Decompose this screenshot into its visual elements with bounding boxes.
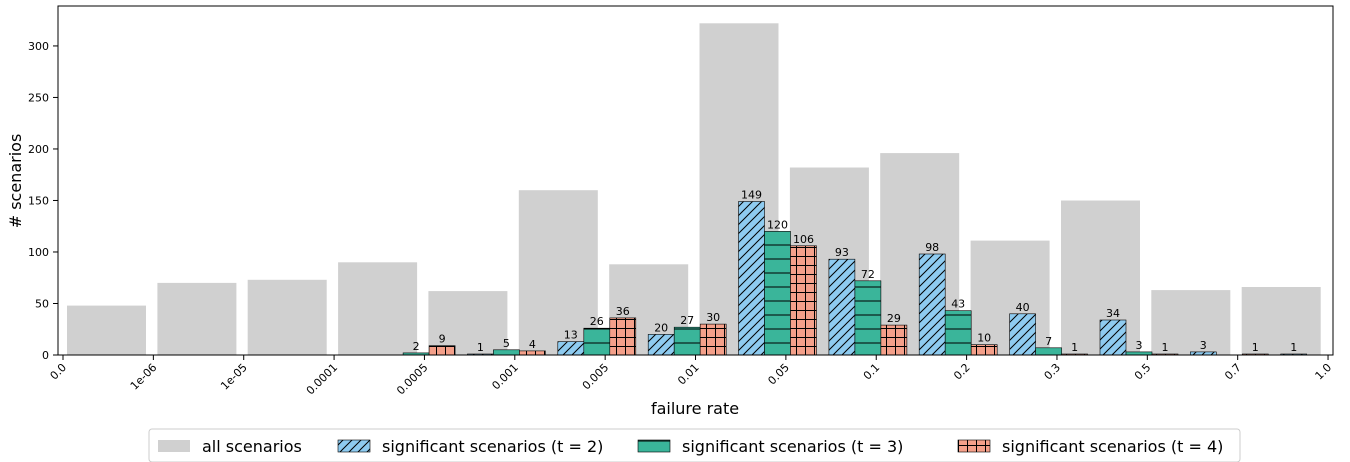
bar-all-scenarios bbox=[247, 279, 327, 355]
data-label: 27 bbox=[680, 314, 694, 327]
legend-frame bbox=[148, 428, 1241, 462]
data-label: 43 bbox=[951, 298, 965, 311]
data-label: 93 bbox=[835, 246, 849, 259]
bar-significant-t4 bbox=[699, 323, 727, 356]
data-label: 2 bbox=[413, 340, 420, 353]
data-label: 26 bbox=[590, 315, 604, 328]
bar-significant-t4 bbox=[970, 344, 998, 356]
y-tick-label: 300 bbox=[28, 40, 49, 53]
x-tick-label: 1e-05 bbox=[218, 361, 250, 393]
bar-significant-t4 bbox=[880, 324, 908, 356]
legend-swatch bbox=[957, 439, 991, 453]
data-label: 72 bbox=[861, 268, 875, 281]
data-label: 1 bbox=[1071, 341, 1078, 354]
x-axis-title: failure rate bbox=[651, 399, 739, 418]
bar-all-scenarios bbox=[157, 282, 237, 355]
data-label: 34 bbox=[1106, 307, 1120, 320]
data-label: 106 bbox=[793, 233, 814, 246]
data-label: 36 bbox=[616, 305, 630, 318]
legend-swatch bbox=[637, 439, 671, 453]
bar-all-scenarios bbox=[67, 305, 146, 355]
bar-all-scenarios bbox=[1151, 290, 1231, 355]
bar-all-scenarios bbox=[428, 291, 508, 355]
bar-significant-t4 bbox=[519, 350, 546, 356]
bar-significant-t2 bbox=[647, 334, 675, 356]
bar-all-scenarios bbox=[338, 262, 418, 355]
x-tick-label: 0.7 bbox=[1222, 361, 1244, 383]
data-label: 98 bbox=[925, 241, 939, 254]
data-label: 3 bbox=[1200, 339, 1207, 352]
y-tick-label: 200 bbox=[28, 143, 49, 156]
bar-significant-t2 bbox=[828, 258, 856, 356]
x-tick-label: 0.1 bbox=[861, 361, 883, 383]
legend: all scenarios significant scenarios (t = … bbox=[148, 428, 1241, 462]
y-tick-label: 250 bbox=[28, 91, 49, 104]
legend-label: significant scenarios (t = 4) bbox=[1002, 437, 1223, 456]
x-axis-ticks: 0.0 1e-06 1e-05 0.0001 0.0005 0.001 0.005 0.01 0… bbox=[48, 355, 1335, 397]
bar-significant-t4 bbox=[790, 245, 817, 356]
x-tick-label: 0.05 bbox=[765, 361, 792, 388]
legend-label: all scenarios bbox=[202, 437, 302, 456]
bar-significant-t2 bbox=[1009, 313, 1036, 356]
y-tick-label: 50 bbox=[35, 297, 49, 310]
data-label: 29 bbox=[887, 312, 901, 325]
bar-significant-t3 bbox=[673, 326, 701, 356]
bar-all-scenarios bbox=[1241, 287, 1321, 355]
x-tick-label: 0.01 bbox=[675, 361, 702, 388]
bar-significant-t2 bbox=[1099, 319, 1127, 356]
x-tick-label: 1.0 bbox=[1313, 361, 1335, 383]
bar-significant-t3 bbox=[854, 280, 882, 356]
data-label: 7 bbox=[1045, 335, 1052, 348]
x-tick-label: 0.2 bbox=[951, 361, 973, 383]
bar-significant-t2 bbox=[918, 253, 946, 356]
bar-significant-t2 bbox=[738, 201, 765, 356]
x-tick-label: 0.5 bbox=[1132, 361, 1154, 383]
y-axis-title: # scenarios bbox=[6, 134, 25, 229]
bar-significant-t4 bbox=[428, 345, 456, 356]
data-label: 1 bbox=[1162, 341, 1169, 354]
x-tick-label: 0.3 bbox=[1042, 361, 1064, 383]
bar-significant-t3 bbox=[1035, 347, 1062, 356]
bar-significant-t3 bbox=[944, 310, 972, 356]
data-label: 30 bbox=[706, 311, 720, 324]
y-tick-label: 0 bbox=[42, 349, 49, 362]
x-tick-label: 0.001 bbox=[489, 361, 520, 392]
bar-significant-t2 bbox=[557, 341, 585, 356]
data-label: 5 bbox=[503, 337, 510, 350]
bar-all-scenarios bbox=[518, 190, 598, 355]
bar-significant-t3 bbox=[764, 231, 791, 356]
data-label: 4 bbox=[529, 338, 536, 351]
bar-significant-t3 bbox=[583, 327, 611, 356]
data-label: 120 bbox=[767, 218, 788, 231]
legend-swatch bbox=[158, 440, 190, 452]
x-tick-label: 1e-06 bbox=[128, 361, 160, 393]
data-label: 149 bbox=[741, 189, 762, 202]
x-tick-label: 0.0001 bbox=[304, 361, 340, 397]
y-axis-ticks: 0 50 100 150 200 250 300 bbox=[28, 40, 58, 362]
data-label: 9 bbox=[439, 333, 446, 346]
bar-significant-t4 bbox=[609, 317, 637, 356]
bar-significant-t3 bbox=[493, 349, 520, 356]
data-label: 20 bbox=[654, 321, 668, 334]
legend-label: significant scenarios (t = 3) bbox=[682, 437, 903, 456]
data-label: 13 bbox=[564, 329, 578, 342]
legend-swatch bbox=[337, 439, 371, 453]
y-tick-label: 150 bbox=[28, 194, 49, 207]
data-label: 3 bbox=[1136, 339, 1143, 352]
data-label: 10 bbox=[977, 332, 991, 345]
x-tick-label: 0.0 bbox=[48, 361, 70, 383]
data-label: 1 bbox=[477, 341, 484, 354]
data-label: 40 bbox=[1016, 301, 1030, 314]
legend-label: significant scenarios (t = 2) bbox=[382, 437, 603, 456]
bars bbox=[67, 23, 1321, 356]
data-label: 1 bbox=[1290, 341, 1297, 354]
data-label: 1 bbox=[1252, 341, 1259, 354]
y-tick-label: 100 bbox=[28, 246, 49, 259]
x-tick-label: 0.0005 bbox=[394, 361, 430, 397]
x-tick-label: 0.005 bbox=[580, 361, 611, 392]
